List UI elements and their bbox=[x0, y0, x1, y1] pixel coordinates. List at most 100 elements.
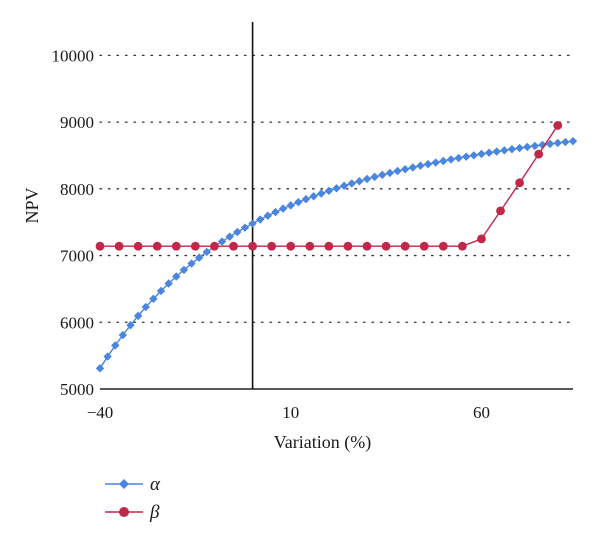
data-point bbox=[370, 172, 379, 182]
data-point bbox=[423, 159, 433, 169]
y-tick-label: 9000 bbox=[60, 113, 94, 132]
data-point bbox=[393, 166, 402, 176]
data-point bbox=[95, 241, 105, 251]
data-point bbox=[309, 192, 318, 201]
data-point bbox=[568, 136, 578, 146]
x-tick-label: 10 bbox=[282, 403, 299, 422]
y-tick-label: 5000 bbox=[60, 380, 94, 399]
data-point bbox=[210, 241, 219, 251]
data-point bbox=[95, 364, 105, 373]
data-point bbox=[164, 279, 173, 288]
data-point bbox=[324, 241, 334, 251]
x-tick-label: −40 bbox=[87, 403, 114, 422]
series-line bbox=[100, 125, 559, 247]
data-point bbox=[332, 184, 341, 193]
data-point bbox=[248, 241, 257, 251]
data-point bbox=[538, 140, 547, 150]
data-point bbox=[545, 139, 555, 149]
data-point bbox=[416, 161, 425, 170]
data-point bbox=[515, 178, 524, 188]
data-point bbox=[553, 121, 563, 130]
data-point bbox=[484, 148, 494, 157]
series-beta bbox=[95, 121, 563, 251]
data-point bbox=[256, 215, 265, 224]
data-point bbox=[385, 168, 395, 178]
legend-label: β bbox=[149, 502, 160, 523]
data-point bbox=[553, 138, 562, 148]
data-point bbox=[400, 165, 410, 174]
data-point bbox=[248, 219, 257, 228]
data-point bbox=[267, 241, 277, 251]
data-point bbox=[190, 241, 200, 251]
data-point bbox=[477, 234, 486, 244]
data-point bbox=[438, 241, 448, 251]
data-point bbox=[111, 341, 120, 350]
y-tick-label: 6000 bbox=[60, 313, 94, 332]
data-point bbox=[534, 149, 544, 159]
data-point bbox=[446, 155, 456, 164]
data-point bbox=[439, 156, 448, 166]
data-point bbox=[431, 158, 440, 167]
data-point bbox=[317, 189, 326, 198]
data-point bbox=[152, 241, 162, 251]
series-alpha bbox=[95, 136, 578, 373]
data-point bbox=[378, 170, 387, 180]
data-point bbox=[347, 179, 356, 188]
y-tick-labels: 5000 6000 7000 8000 9000 10000 bbox=[52, 46, 95, 399]
data-point bbox=[343, 241, 353, 251]
data-point bbox=[179, 265, 189, 275]
data-point bbox=[496, 206, 505, 216]
data-point bbox=[469, 151, 479, 160]
legend: αβ bbox=[105, 474, 161, 523]
data-point bbox=[149, 294, 158, 303]
data-point bbox=[114, 241, 124, 251]
data-point bbox=[461, 152, 471, 161]
data-point bbox=[294, 197, 303, 207]
data-point bbox=[286, 201, 295, 210]
data-point bbox=[305, 241, 315, 251]
data-point bbox=[355, 177, 364, 186]
data-point bbox=[278, 204, 288, 213]
data-point bbox=[171, 241, 181, 251]
data-point bbox=[217, 237, 227, 246]
data-point bbox=[225, 232, 234, 241]
data-point bbox=[408, 163, 417, 172]
data-point bbox=[454, 153, 463, 163]
x-axis-title: Variation (%) bbox=[274, 432, 371, 453]
series-line bbox=[99, 140, 574, 369]
data-point bbox=[133, 241, 143, 251]
data-point bbox=[381, 241, 391, 251]
data-point bbox=[172, 272, 181, 281]
x-tick-labels: −40 10 60 bbox=[87, 403, 490, 422]
y-axis-title: NPV bbox=[22, 187, 42, 223]
data-point bbox=[477, 149, 486, 159]
data-point bbox=[240, 223, 250, 232]
data-point bbox=[118, 330, 128, 340]
data-point bbox=[229, 241, 238, 251]
data-point bbox=[492, 147, 501, 156]
data-point bbox=[271, 207, 280, 217]
data-point bbox=[362, 241, 372, 251]
data-point bbox=[133, 311, 143, 321]
data-point bbox=[561, 137, 570, 147]
data-point bbox=[515, 143, 524, 153]
data-point bbox=[156, 286, 166, 296]
y-tick-label: 10000 bbox=[52, 46, 95, 65]
data-point bbox=[187, 259, 196, 268]
series-layer bbox=[95, 121, 578, 373]
x-tick-label: 60 bbox=[473, 403, 490, 422]
data-point bbox=[126, 320, 135, 330]
legend-marker bbox=[119, 479, 129, 489]
data-point bbox=[202, 247, 212, 257]
y-tick-label: 7000 bbox=[60, 247, 94, 266]
data-point bbox=[194, 253, 204, 262]
data-point bbox=[233, 227, 242, 237]
data-point bbox=[500, 146, 509, 155]
data-point bbox=[362, 174, 372, 184]
data-point bbox=[400, 241, 410, 251]
data-point bbox=[286, 241, 296, 251]
data-point bbox=[457, 241, 467, 251]
data-point bbox=[507, 144, 517, 154]
y-tick-label: 8000 bbox=[60, 180, 94, 199]
